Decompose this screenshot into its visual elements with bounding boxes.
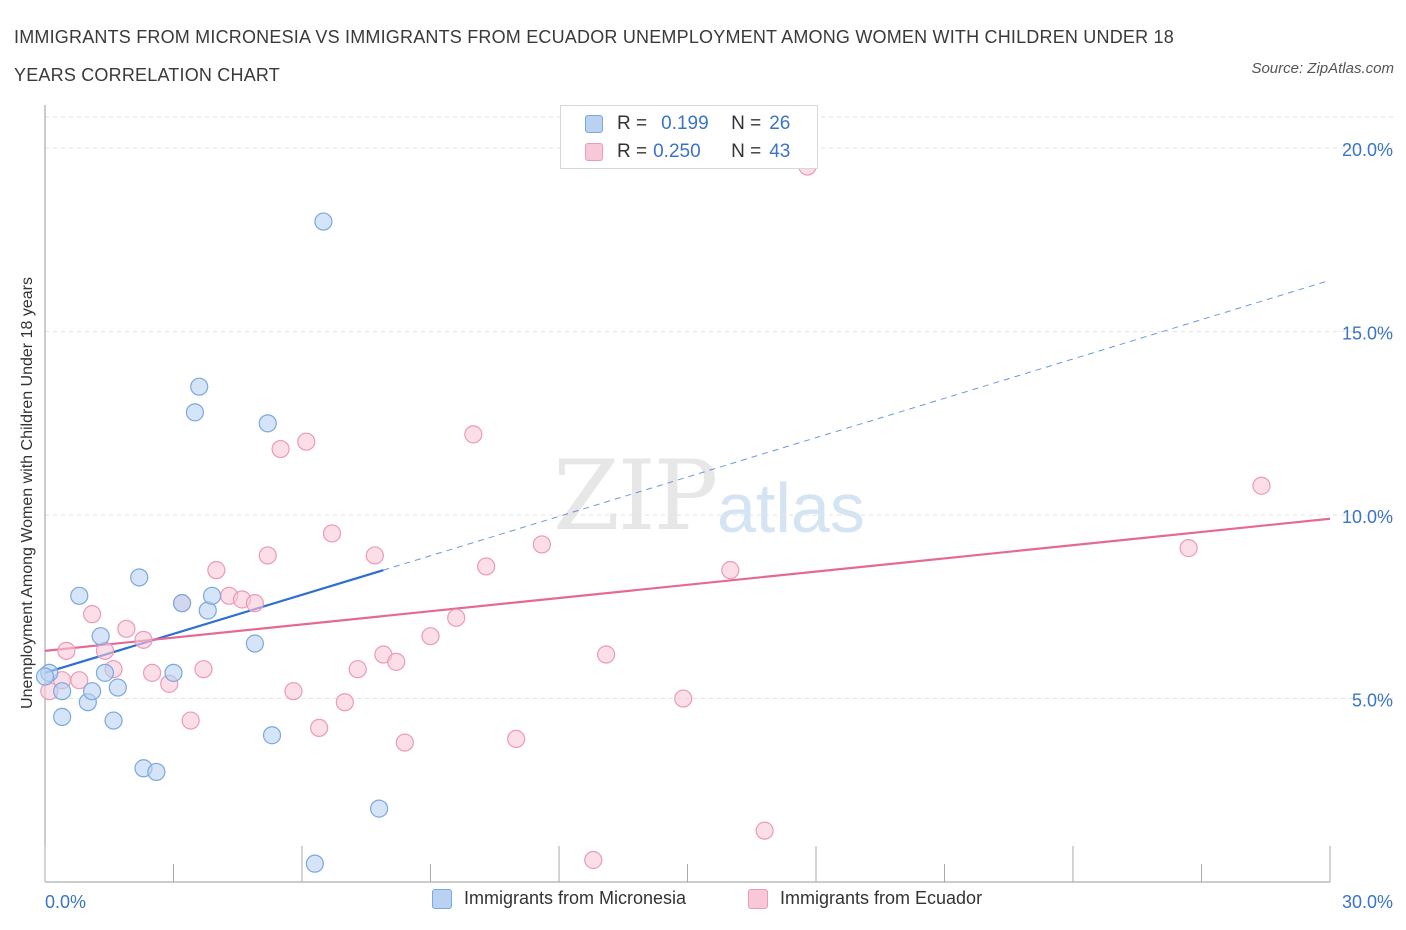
ecuador-point [1179, 539, 1198, 558]
ecuador-point [464, 425, 483, 444]
legend-row-ecuador: R = 0.250 N = 43 [585, 139, 790, 165]
bottom-legend-label-ecuador: Immigrants from Ecuador [780, 888, 983, 908]
ecuador-point [297, 432, 316, 451]
trend-lines [44, 279, 1331, 674]
bottom-legend-ecuador: Immigrants from Ecuador [748, 888, 982, 909]
ecuador-point [532, 535, 551, 554]
chart-title: IMMIGRANTS FROM MICRONESIA VS IMMIGRANTS… [14, 27, 1174, 85]
micronesia-point [164, 663, 183, 682]
micronesia-point [172, 594, 192, 613]
micronesia-point [35, 667, 55, 686]
watermark-zip: ZIP [553, 440, 718, 552]
ecuador-point [322, 524, 342, 543]
micronesia-point [83, 682, 102, 701]
ecuador-point [57, 641, 76, 660]
legend-n-label: N = [731, 113, 762, 134]
micronesia-point [258, 414, 277, 433]
ecuador-point [117, 619, 136, 638]
legend-r-label: R = [617, 113, 648, 134]
legend-r-value-micronesia: 0.199 [661, 113, 709, 134]
bottom-legend-swatch-ecuador [748, 888, 768, 909]
ecuador-point [755, 821, 774, 840]
ecuador-point [674, 689, 693, 708]
micronesia-point [104, 711, 123, 730]
y-tick-label: 20.0% [1342, 140, 1393, 160]
ecuador-trend-line [44, 517, 1331, 652]
micronesia-point [91, 627, 110, 646]
legend-r-label: R = [617, 141, 648, 162]
micronesia-point [53, 707, 72, 726]
y-tick-label: 10.0% [1342, 507, 1393, 527]
micronesia-point [370, 799, 389, 818]
bottom-legend-label-micronesia: Immigrants from Micronesia [464, 888, 687, 908]
stats-legend: R = 0.199 N = 26 R = 0.250 N = 43 [560, 105, 818, 169]
ecuador-point [721, 561, 740, 580]
micronesia-trend-extension [383, 279, 1331, 571]
y-tick-label: 5.0% [1352, 691, 1393, 711]
legend-n-value-ecuador: 43 [769, 141, 791, 162]
ecuador-point [207, 561, 226, 580]
micronesia-point [95, 663, 115, 682]
legend-row-micronesia: R = 0.199 N = 26 [585, 111, 790, 137]
source-credit: Source: ZipAtlas.com [1251, 60, 1394, 77]
legend-swatch-ecuador [585, 143, 603, 161]
ecuador-point [83, 605, 102, 624]
ecuador-point [421, 627, 440, 646]
ecuador-point [134, 630, 153, 649]
ecuador-point [194, 660, 213, 679]
ecuador-point [365, 546, 384, 565]
axes [44, 105, 1331, 883]
legend-swatch-micronesia [585, 115, 603, 133]
micronesia-point [305, 854, 324, 873]
micronesia-point [147, 762, 166, 782]
x-tick-label: 0.0% [45, 892, 86, 912]
micronesia-point [53, 682, 72, 701]
legend-r-value-ecuador: 0.250 [653, 141, 701, 162]
micronesia-point [245, 634, 264, 653]
micronesia-point [190, 377, 209, 396]
micronesia-point [108, 678, 127, 697]
ecuador-point [387, 652, 406, 671]
micronesia-point [314, 212, 333, 231]
ecuador-point [258, 546, 277, 565]
legend-n-value-micronesia: 26 [769, 113, 791, 134]
micronesia-point [262, 726, 282, 745]
ecuador-point [584, 850, 603, 870]
watermark-atlas: atlas [717, 469, 865, 547]
micronesia-point [130, 568, 149, 587]
y-tick-label: 15.0% [1342, 324, 1393, 344]
ecuador-point [181, 711, 200, 730]
micronesia-point [185, 403, 205, 422]
ecuador-point [477, 557, 496, 576]
bottom-legend-swatch-micronesia [432, 888, 452, 909]
bottom-legend-micronesia: Immigrants from Micronesia [432, 888, 686, 909]
data-points [35, 157, 1271, 873]
ecuador-point [271, 439, 290, 459]
ecuador-point [70, 671, 89, 690]
ecuador-point [395, 733, 414, 752]
ecuador-point [1252, 476, 1271, 495]
ecuador-point [142, 663, 162, 682]
ecuador-point [447, 608, 466, 627]
micronesia-point [70, 586, 89, 605]
micronesia-point [202, 586, 222, 605]
ecuador-point [348, 660, 367, 679]
x-tick-label: 30.0% [1342, 892, 1393, 912]
ecuador-point [245, 594, 264, 613]
ecuador-point [310, 718, 329, 737]
tick-labels: 5.0% 10.0% 15.0% 20.0% 0.0% 30.0% [45, 140, 1393, 912]
ecuador-point [507, 729, 526, 749]
ecuador-point [335, 693, 354, 712]
ecuador-point [284, 682, 303, 701]
legend-n-label: N = [731, 141, 762, 162]
ecuador-point [597, 645, 616, 664]
y-axis-label: Unemployment Among Women with Children U… [19, 277, 36, 709]
